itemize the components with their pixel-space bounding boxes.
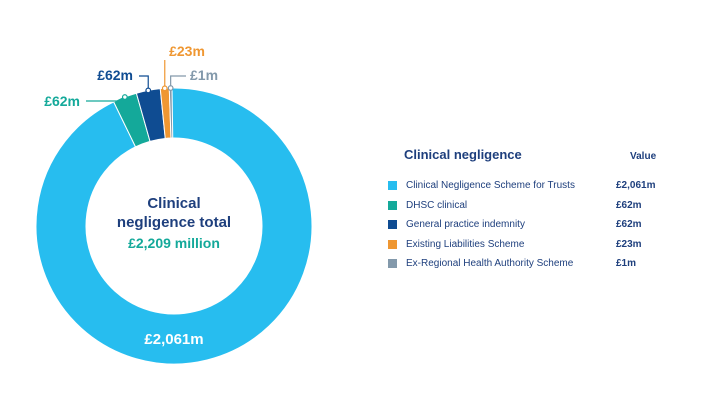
center-total-value: £2,209 million [128,235,220,251]
legend-swatch [388,181,397,191]
slice-label-cnst: £2,061m [144,331,203,348]
legend-label: Clinical Negligence Scheme for Trusts [406,180,575,192]
legend-item: General practice indemnity £62m [388,215,688,235]
callout-label-2: £62m [97,67,133,83]
callout-label-1: £62m [44,93,80,109]
callout-dot-4 [167,85,174,91]
legend-label: Ex-Regional Health Authority Scheme [406,258,574,270]
legend-item: Existing Liabilities Scheme £23m [388,235,688,255]
legend-label: General practice indemnity [406,219,525,231]
callout-label-4: £1m [190,67,218,83]
legend-swatch [388,200,397,210]
legend-header: Clinical negligence Value [388,147,688,162]
callout-dot-3 [161,85,168,92]
callout-line-1 [86,96,126,102]
donut-slices: £2,061m [35,87,313,365]
legend-swatch [388,239,397,249]
callout-line-2 [139,75,149,91]
callout-line-4 [170,75,186,89]
legend-item: Ex-Regional Health Authority Scheme £1m [388,254,688,274]
legend-value: £62m [616,219,642,231]
legend-value: £23m [616,238,642,250]
donut-chart: £2,061m £62m £62m £23m £1m Clinical neglige… [35,43,313,365]
callout-label-3: £23m [169,43,205,59]
legend: Clinical negligence Value Clinical Negli… [388,147,688,274]
legend-value: £1m [616,258,637,270]
center-title-line1: Clinical [147,195,200,212]
legend-label: DHSC clinical [406,199,468,211]
legend-value: £62m [616,199,642,211]
legend-value-header: Value [630,151,657,162]
slice-clinical-negligence-scheme-for-trusts [35,87,313,365]
legend-title: Clinical negligence [404,147,522,162]
legend-swatch [388,220,397,230]
legend-rows: Clinical Negligence Scheme for Trusts £2,… [388,176,688,274]
legend-value: £2,061m [616,180,656,192]
center-title-line2: negligence total [117,214,231,231]
legend-item: DHSC clinical £62m [388,196,688,216]
callouts: £62m £62m £23m £1m [44,43,218,109]
legend-swatch [388,259,397,269]
legend-label: Existing Liabilities Scheme [406,238,525,250]
callout-dot-2 [145,87,152,94]
callout-dot-1 [121,94,128,100]
legend-item: Clinical Negligence Scheme for Trusts £2,… [388,176,688,196]
